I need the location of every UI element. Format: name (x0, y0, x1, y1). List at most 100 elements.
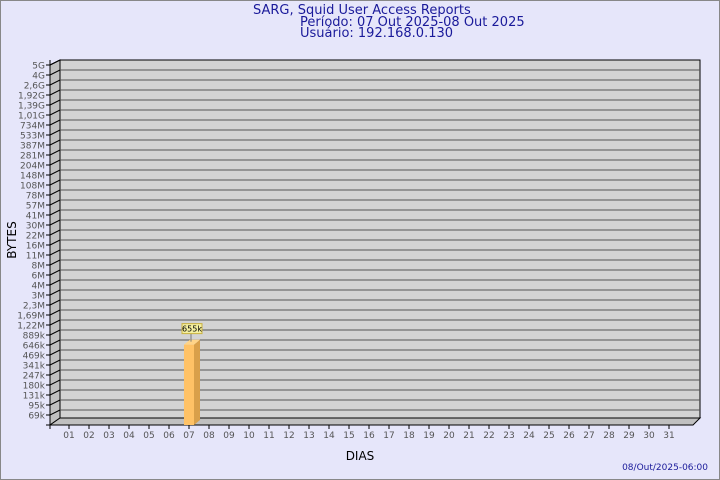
x-tick-label: 24 (523, 431, 535, 441)
y-tick-label: 1,39G (18, 102, 45, 112)
y-tick-slant (49, 59, 61, 66)
y-tick-slant (49, 309, 61, 316)
y-tick-label: 1,69M (17, 312, 45, 322)
y-tick-label: 2,6G (24, 82, 45, 92)
y-tick-label: 148M (20, 172, 45, 182)
y-tick-label: 646k (23, 342, 46, 352)
x-tick-label: 17 (383, 431, 394, 441)
y-tick-slant (49, 119, 61, 126)
y-tick-slant (49, 359, 61, 366)
x-tick-label: 01 (63, 431, 74, 441)
y-tick-label: 247k (23, 372, 46, 382)
y-tick-label: 734M (20, 122, 45, 132)
y-tick-label: 69k (28, 412, 45, 422)
x-tick-label: 28 (603, 431, 615, 441)
x-tick-label: 21 (463, 431, 474, 441)
floor (48, 417, 702, 426)
x-tick-label: 02 (83, 431, 94, 441)
x-tick-label: 19 (423, 431, 435, 441)
y-tick-slant (49, 219, 61, 226)
y-tick-slant (49, 199, 61, 206)
y-tick-label: 8M (32, 262, 46, 272)
y-tick-slant (49, 89, 61, 96)
x-tick-label: 23 (503, 431, 514, 441)
x-tick-label: 03 (103, 431, 114, 441)
y-tick-slant (49, 399, 61, 406)
x-tick-label: 04 (123, 431, 135, 441)
y-tick-slant (49, 249, 61, 256)
x-tick-label: 26 (563, 431, 575, 441)
y-tick-slant (49, 349, 61, 356)
y-tick-slant (49, 269, 61, 276)
y-tick-slant (49, 319, 61, 326)
x-tick-label: 14 (323, 431, 335, 441)
x-tick-label: 12 (283, 431, 294, 441)
chart-period: Período: 07 Out 2025-08 Out 2025 (300, 15, 525, 30)
y-tick-label: 5G (32, 62, 45, 72)
y-tick-label: 57M (26, 202, 45, 212)
y-tick-label: 131k (23, 392, 46, 402)
y-tick-label: 387M (20, 142, 45, 152)
y-tick-label: 16M (26, 242, 45, 252)
y-tick-slant (49, 79, 61, 86)
y-tick-label: 78M (26, 192, 45, 202)
x-tick-label: 29 (623, 431, 635, 441)
y-tick-label: 889k (23, 332, 46, 342)
y-tick-label: 108M (20, 182, 45, 192)
x-tick-label: 06 (163, 431, 175, 441)
y-tick-label: 4M (32, 282, 46, 292)
y-tick-label: 341k (23, 362, 46, 372)
y-tick-slant (49, 389, 61, 396)
y-tick-slant (49, 259, 61, 266)
y-tick-slant (49, 69, 61, 76)
y-axis-title: BYTES (5, 221, 19, 258)
x-tick-label: 18 (403, 431, 415, 441)
x-tick-label: 31 (663, 431, 674, 441)
bar (184, 344, 194, 425)
y-tick-label: 281M (20, 152, 45, 162)
y-tick-label: 180k (23, 382, 46, 392)
y-tick-slant (49, 239, 61, 246)
x-tick-label: 30 (643, 431, 655, 441)
y-tick-slant (49, 179, 61, 186)
y-tick-slant (49, 289, 61, 296)
y-tick-slant (49, 329, 61, 336)
x-tick-label: 08 (203, 431, 215, 441)
y-tick-label: 6M (32, 272, 46, 282)
y-tick-slant (49, 379, 61, 386)
y-tick-slant (49, 229, 61, 236)
y-tick-slant (49, 129, 61, 136)
x-tick-label: 20 (443, 431, 455, 441)
y-tick-label: 30M (26, 222, 45, 232)
bar-side (194, 339, 200, 425)
y-tick-label: 533M (20, 132, 45, 142)
y-tick-slant (49, 369, 61, 376)
x-tick-label: 16 (363, 431, 375, 441)
x-tick-label: 11 (263, 431, 274, 441)
y-tick-slant (49, 159, 61, 166)
y-tick-slant (49, 99, 61, 106)
x-tick-label: 13 (303, 431, 314, 441)
y-tick-slant (49, 279, 61, 286)
y-tick-label: 95k (28, 402, 45, 412)
x-axis-title: DIAS (346, 449, 375, 463)
data-label-box (181, 323, 203, 335)
footer-timestamp: 08/Out/2025-06:00 (622, 463, 708, 473)
y-tick-slant (49, 109, 61, 116)
x-tick-label: 09 (223, 431, 235, 441)
bar-top (184, 339, 200, 345)
y-tick-label: 3M (32, 292, 46, 302)
y-tick-slant (49, 339, 61, 346)
x-tick-label: 05 (143, 431, 154, 441)
x-tick-label: 15 (343, 431, 354, 441)
y-tick-slant (49, 139, 61, 146)
x-tick-label: 27 (583, 431, 594, 441)
y-tick-label: 4G (32, 72, 45, 82)
back-wall (59, 59, 701, 419)
y-tick-slant (49, 409, 61, 416)
y-tick-slant (49, 209, 61, 216)
y-tick-label: 1,92G (18, 92, 45, 102)
y-tick-label: 469k (23, 352, 46, 362)
x-tick-label: 10 (243, 431, 255, 441)
